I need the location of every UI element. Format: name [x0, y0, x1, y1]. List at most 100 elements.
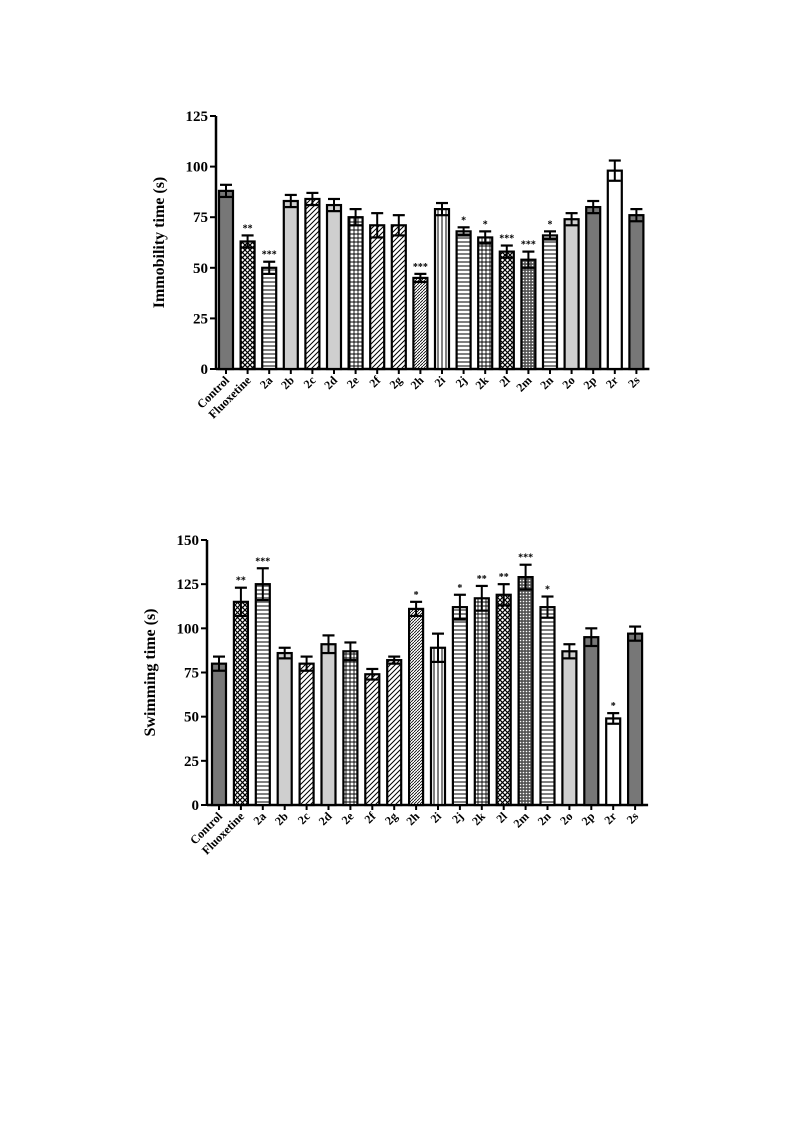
category-label: 2d: [321, 373, 340, 392]
y-tick-label: 50: [193, 261, 208, 277]
bar-2f: [369, 224, 386, 371]
bar-2e: [347, 216, 364, 371]
bar-2r: [605, 717, 622, 807]
y-axis-title: Swimming time (s): [142, 609, 159, 737]
bar-2c: [298, 662, 315, 807]
category-label: 2j: [449, 809, 466, 826]
category-label: 2k: [472, 373, 491, 392]
category-label: 2l: [493, 809, 510, 826]
category-label: 2s: [624, 809, 642, 827]
bar-2f: [364, 673, 381, 807]
bar-2m: [517, 575, 534, 807]
category-label: 2g: [382, 809, 400, 827]
significance-marker: ***: [255, 556, 270, 567]
bar-2c: [304, 197, 321, 371]
bar-2m: [520, 258, 537, 371]
bar-2i: [429, 646, 447, 807]
category-label: 2j: [453, 373, 470, 390]
bar-2a: [261, 266, 278, 371]
category-label: 2b: [278, 373, 297, 392]
bar-2n: [539, 606, 556, 807]
category-label: 2p: [580, 373, 599, 392]
category-label: 2h: [408, 373, 427, 392]
category-label: 2m: [513, 373, 534, 394]
significance-marker: **: [477, 574, 487, 585]
significance-marker: *: [548, 219, 553, 230]
bar-2s: [628, 214, 645, 371]
category-label: 2a: [251, 809, 269, 827]
y-tick-label: 0: [192, 798, 200, 814]
bar-fluoxetine: [232, 600, 249, 807]
category-label: 2i: [428, 809, 445, 826]
bar-2b: [282, 199, 299, 371]
bar-2d: [320, 643, 337, 807]
bar-2b: [276, 651, 293, 807]
bar-2p: [583, 636, 600, 807]
significance-marker: *: [545, 585, 550, 596]
category-label: 2g: [387, 373, 405, 391]
category-label: 2p: [579, 809, 598, 828]
significance-marker: *: [461, 215, 466, 226]
y-tick-label: 75: [193, 210, 208, 226]
significance-marker: ***: [262, 250, 277, 261]
y-tick-label: 100: [177, 621, 200, 637]
bar-2n: [541, 234, 559, 371]
category-label: 2c: [301, 373, 319, 391]
y-tick-label: 100: [186, 160, 209, 176]
y-tick-label: 25: [193, 311, 208, 327]
bar-2i: [433, 208, 451, 371]
category-label: 2o: [557, 809, 575, 827]
y-tick-label: 75: [184, 666, 199, 682]
bar-2l: [495, 593, 512, 807]
bar-2g: [386, 659, 403, 807]
y-tick-label: 50: [184, 710, 199, 726]
significance-marker: ***: [518, 553, 533, 564]
category-label: 2k: [469, 809, 488, 828]
significance-marker: **: [243, 223, 253, 234]
significance-marker: ***: [413, 262, 428, 273]
significance-marker: ***: [521, 240, 536, 251]
bar-control: [217, 189, 235, 371]
significance-marker: *: [611, 701, 616, 712]
bar-2l: [498, 250, 515, 371]
category-label: 2n: [537, 373, 556, 392]
bar-2s: [626, 632, 644, 807]
bar-2r: [606, 169, 623, 371]
y-tick-label: 25: [184, 754, 199, 770]
significance-marker: ***: [499, 234, 514, 245]
y-tick-label: 125: [186, 109, 209, 125]
category-label: 2m: [511, 809, 532, 830]
y-tick-label: 0: [201, 362, 209, 378]
bar-2d: [325, 203, 343, 371]
category-label: 2i: [432, 373, 449, 390]
y-axis-title: Immobility time (s): [151, 177, 168, 309]
bar-2h: [412, 276, 429, 371]
category-label: 2f: [361, 809, 379, 827]
category-label: 2l: [496, 373, 513, 390]
category-label: 2r: [601, 809, 619, 827]
bar-2k: [473, 597, 490, 807]
significance-marker: *: [457, 583, 462, 594]
significance-marker: **: [499, 572, 509, 583]
significance-marker: *: [483, 219, 488, 230]
y-tick-label: 125: [177, 577, 200, 593]
bar-2a: [254, 583, 271, 807]
category-label: 2c: [295, 809, 313, 827]
category-label: 2n: [535, 809, 554, 828]
bar-fluoxetine: [239, 240, 256, 371]
category-label: 2s: [625, 373, 643, 391]
bar-control: [210, 662, 228, 807]
bar-2o: [561, 650, 578, 807]
bar-2o: [563, 218, 580, 371]
bar-2k: [477, 236, 494, 371]
significance-marker: **: [236, 576, 246, 587]
category-label: 2e: [339, 809, 357, 827]
category-label: 2a: [257, 373, 275, 391]
bar-2g: [390, 224, 407, 371]
category-label: 2h: [403, 809, 422, 828]
bar-2h: [408, 607, 425, 807]
bar-2j: [451, 606, 468, 807]
category-label: 2e: [344, 373, 362, 391]
